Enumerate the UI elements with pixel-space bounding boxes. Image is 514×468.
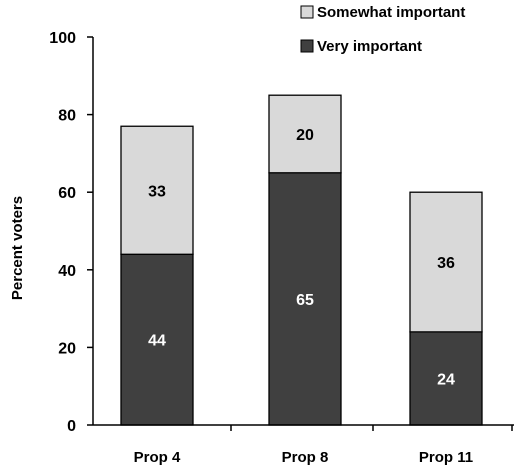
x-tick-label: Prop 11 bbox=[419, 449, 473, 466]
y-tick-label: 40 bbox=[58, 263, 76, 280]
data-label: 65 bbox=[296, 292, 314, 309]
x-tick-label: Prop 8 bbox=[282, 449, 329, 466]
legend-label: Somewhat important bbox=[317, 4, 465, 21]
data-label: 20 bbox=[296, 127, 314, 144]
y-axis-title: Percent voters bbox=[9, 196, 26, 300]
x-axis: Prop 4 Prop 8 Prop 11 bbox=[93, 424, 514, 466]
bar-segment bbox=[120, 125, 194, 255]
legend-swatch bbox=[300, 39, 314, 53]
bar-segment bbox=[409, 331, 483, 426]
bar-segment bbox=[268, 94, 342, 174]
y-tick-label: 80 bbox=[58, 108, 76, 125]
data-label: 36 bbox=[437, 255, 455, 272]
x-tick-label: Prop 4 bbox=[134, 449, 181, 466]
data-label: 24 bbox=[437, 371, 455, 388]
legend-swatch bbox=[300, 5, 314, 19]
data-label: 44 bbox=[148, 333, 166, 350]
bar-segment bbox=[409, 191, 483, 333]
y-axis: 0 20 40 60 80 100 bbox=[49, 30, 94, 435]
y-tick-label: 0 bbox=[67, 418, 76, 435]
data-label: 33 bbox=[148, 183, 166, 200]
bar-segment bbox=[268, 172, 342, 426]
y-tick-label: 60 bbox=[58, 185, 76, 202]
bars: 44 33 65 20 24 36 bbox=[120, 94, 483, 426]
legend: Somewhat important Very important bbox=[300, 4, 465, 55]
legend-label: Very important bbox=[317, 38, 422, 55]
y-tick-label: 20 bbox=[58, 340, 76, 357]
y-tick-label: 100 bbox=[49, 30, 76, 47]
